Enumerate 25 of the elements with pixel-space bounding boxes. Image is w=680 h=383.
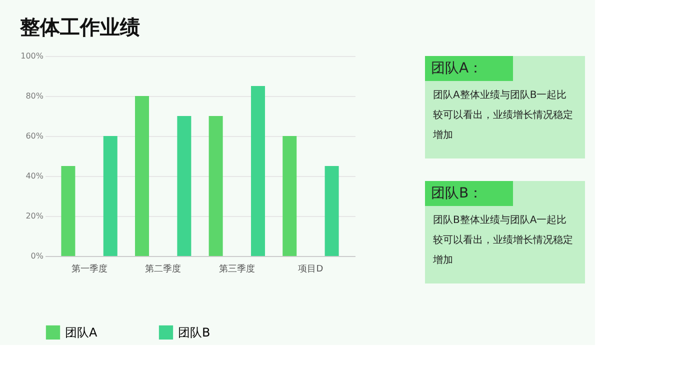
bar <box>208 116 223 256</box>
y-tick-label: 60% <box>26 132 44 140</box>
y-tick-label: 100% <box>20 52 44 60</box>
bar <box>324 166 339 256</box>
y-tick-label: 0% <box>30 252 44 260</box>
x-tick-label: 第三季度 <box>218 264 255 274</box>
bar <box>250 86 265 256</box>
x-tick-label: 第一季度 <box>71 264 108 274</box>
legend-label: 团队A <box>65 325 98 340</box>
text: 团队B整体业绩与团队A一起比较可以看出，业绩增长情况稳定增加 <box>432 214 573 266</box>
x-tick-label: 第二季度 <box>145 264 182 274</box>
y-tick-label: 40% <box>26 172 44 180</box>
text: 团队B： <box>431 186 483 202</box>
bar <box>177 116 192 256</box>
y-tick-label: 20% <box>26 212 44 220</box>
chart-title: 整体工作业绩 <box>19 15 140 39</box>
x-tick-label: 项目D <box>298 264 324 274</box>
bar <box>135 96 150 256</box>
bar <box>61 166 76 256</box>
text: 团队A： <box>431 60 483 76</box>
text: 团队A整体业绩与团队B一起比较可以看出，业绩增长情况稳定增加 <box>432 88 573 141</box>
bar <box>103 136 118 256</box>
y-tick-label: 80% <box>26 92 44 100</box>
bar <box>282 136 297 256</box>
legend-label: 团队B <box>178 325 210 340</box>
